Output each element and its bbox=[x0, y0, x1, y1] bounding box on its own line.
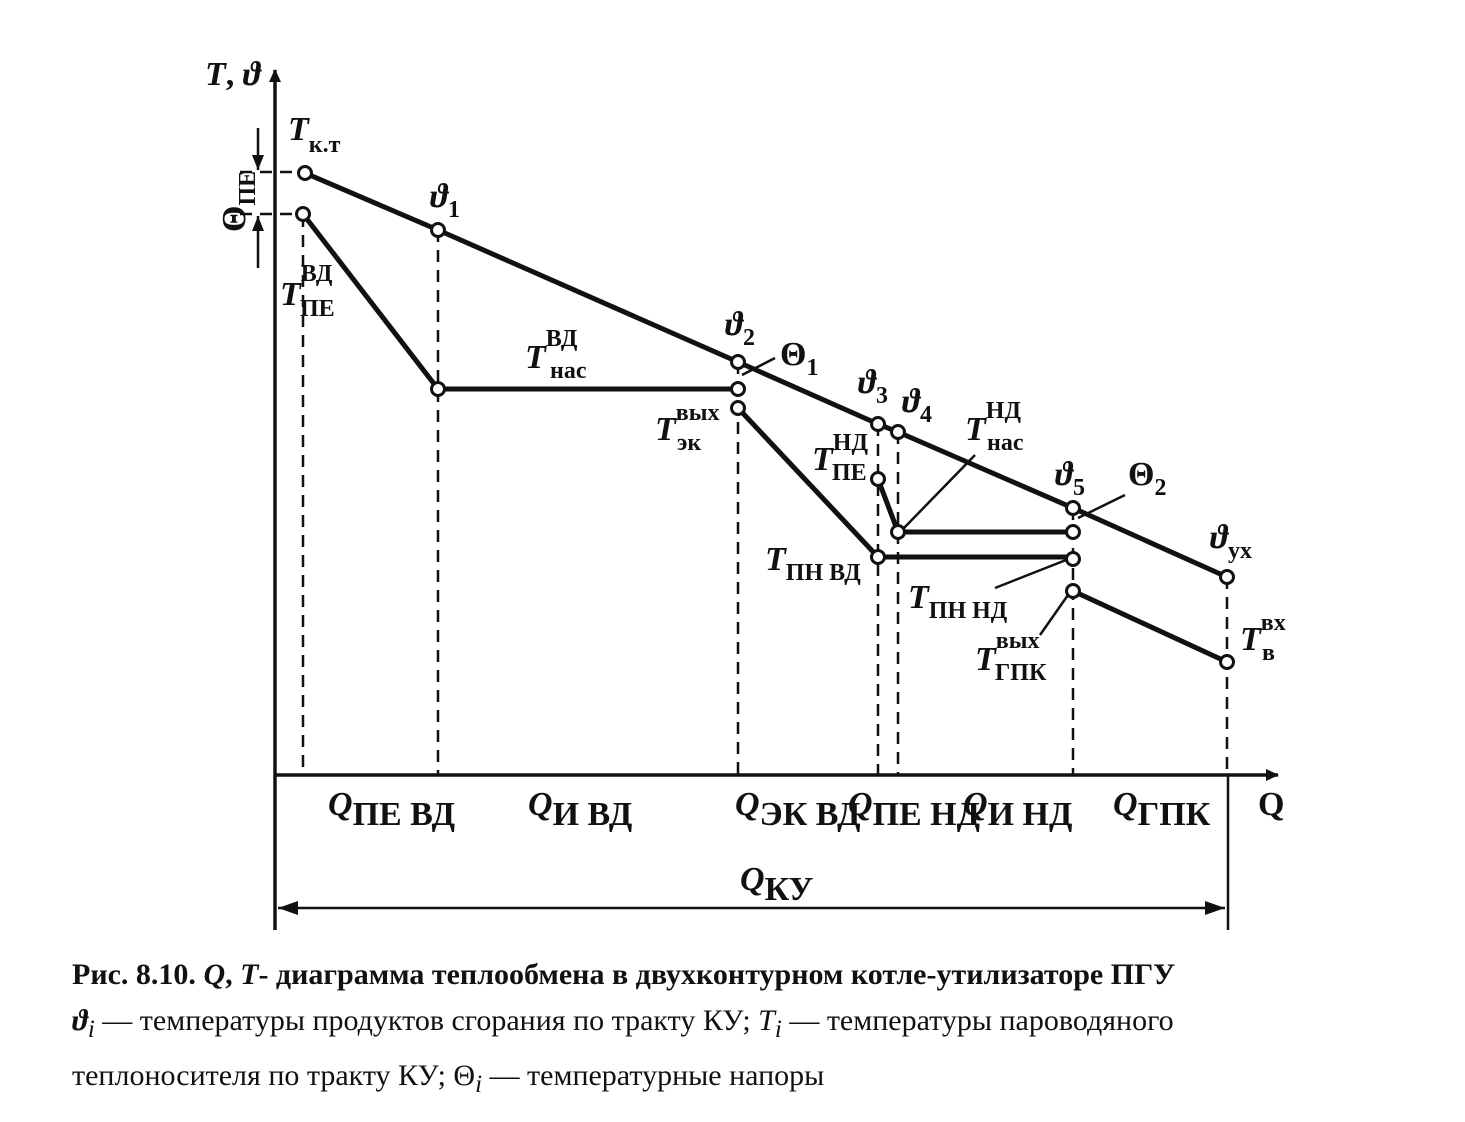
label-t-gpk-out: Tвых ГПК bbox=[975, 628, 1047, 686]
label-big-theta2: Θ2 bbox=[1128, 456, 1166, 501]
caption-line2-text1: — температуры продуктов сгорания по трак… bbox=[94, 1004, 759, 1037]
theta-pe-arrow-down bbox=[252, 155, 264, 170]
point-theta3 bbox=[870, 416, 886, 432]
label-theta2: ϑ2 bbox=[725, 306, 755, 351]
caption-theta-index: i bbox=[87, 1016, 95, 1043]
point-t-pn-vd bbox=[870, 549, 886, 565]
point-hp-evap-start bbox=[430, 381, 446, 397]
label-t-pe-vd: TВД ПЕ bbox=[280, 261, 335, 322]
label-t-nas-vd: TВД нас bbox=[525, 326, 587, 384]
section-q-i-vd: QИ ВД bbox=[528, 786, 632, 833]
point-t-gpk-out bbox=[1065, 583, 1081, 599]
section-q-gpk: QГПК bbox=[1113, 786, 1211, 833]
point-theta-ux bbox=[1219, 569, 1235, 585]
q-ku-arrowhead-right bbox=[1205, 901, 1225, 915]
caption-title-rest: - диаграмма теплообмена в двухконтурном … bbox=[258, 958, 1176, 991]
label-theta4: ϑ4 bbox=[902, 383, 932, 428]
x-axis-label: Q bbox=[1258, 786, 1284, 823]
caption-t: T bbox=[240, 958, 259, 991]
gpk-line bbox=[1070, 588, 1230, 665]
label-t-pn-nd: TПН НД bbox=[908, 579, 1008, 624]
theta-pe-arrow-up bbox=[252, 216, 264, 231]
label-theta5: ϑ5 bbox=[1055, 456, 1085, 501]
point-hp-evap-end bbox=[730, 381, 746, 397]
label-theta3: ϑ3 bbox=[858, 364, 888, 409]
caption-line3-text1: теплоносителя по тракту КУ; bbox=[72, 1059, 454, 1092]
caption-big-theta-index: i bbox=[475, 1071, 483, 1098]
label-q-ku: QКУ bbox=[740, 861, 814, 908]
point-t-ek-out bbox=[730, 400, 746, 416]
caption-line2-text2: — температуры пароводяного bbox=[781, 1004, 1174, 1037]
label-t-pe-nd: TНД ПЕ bbox=[812, 430, 868, 486]
qt-diagram: T, ϑ Q Tк.т ϑ1 TВД ПЕ TВД нас ϑ2 Θ1 Tвых эк… bbox=[205, 56, 1286, 930]
point-t-v-in bbox=[1219, 654, 1235, 670]
caption-line-2: ϑi — температуры продуктов сгорания по т… bbox=[72, 998, 1442, 1053]
label-t-ek-out: Tвых эк bbox=[655, 400, 719, 456]
label-theta-ux: ϑух bbox=[1210, 519, 1252, 564]
y-axis-label-sep: , bbox=[226, 56, 243, 93]
point-theta4 bbox=[890, 424, 906, 440]
leader-t-gpk bbox=[1038, 594, 1070, 636]
leader-theta2 bbox=[1077, 493, 1126, 520]
leader-t-nas-nd bbox=[901, 454, 976, 531]
figure-caption: Рис. 8.10. Q, T- диаграмма теплообмена в… bbox=[72, 952, 1442, 1108]
label-theta1: ϑ1 bbox=[430, 178, 460, 223]
point-t-nas-nd-start bbox=[890, 524, 906, 540]
label-t-nas-nd: TНД нас bbox=[965, 398, 1024, 456]
label-t-v-in: Tвх в bbox=[1240, 610, 1286, 666]
point-t-pe-nd bbox=[870, 471, 886, 487]
q-ku-arrowhead-left bbox=[278, 901, 298, 915]
caption-line-1: Рис. 8.10. Q, T- диаграмма теплообмена в… bbox=[72, 952, 1442, 998]
point-t-kt bbox=[297, 165, 313, 181]
label-t-kt: Tк.т bbox=[288, 111, 341, 158]
caption-big-theta-symbol: Θ bbox=[453, 1059, 476, 1092]
point-theta2 bbox=[730, 354, 746, 370]
caption-figure-number: Рис. 8.10. bbox=[72, 958, 204, 991]
section-q-ek-vd: QЭК ВД bbox=[735, 786, 861, 833]
caption-sep: , bbox=[225, 958, 241, 991]
hp-steam-water-line bbox=[300, 211, 741, 392]
caption-theta-symbol: ϑ bbox=[72, 1004, 88, 1037]
point-theta5 bbox=[1065, 500, 1081, 516]
section-q-i-nd: QИ НД bbox=[963, 786, 1072, 833]
section-q-pe-vd: QПЕ ВД bbox=[328, 786, 455, 833]
y-axis-label: T, ϑ bbox=[205, 56, 263, 93]
label-theta-pe: ΘПЕ bbox=[216, 171, 261, 232]
caption-t-index: i bbox=[774, 1016, 782, 1043]
y-axis-label-theta: ϑ bbox=[243, 56, 263, 93]
caption-q: Q bbox=[203, 958, 226, 991]
leader-t-pn-nd bbox=[994, 558, 1067, 590]
y-axis-label-t: T bbox=[205, 56, 227, 93]
caption-line3-text2: — температурные напоры bbox=[482, 1059, 825, 1092]
point-theta1 bbox=[430, 222, 446, 238]
point-t-pe-vd bbox=[295, 206, 311, 222]
label-t-pn-vd: TПН ВД bbox=[765, 541, 861, 586]
label-big-theta1: Θ1 bbox=[780, 336, 818, 381]
section-q-pe-nd: QПЕ НД bbox=[848, 786, 980, 833]
caption-t-symbol: T bbox=[758, 1004, 775, 1037]
point-t-pn-end bbox=[1065, 551, 1081, 567]
leader-theta1 bbox=[741, 356, 776, 377]
caption-line-3: теплоносителя по тракту КУ; Θi — темпера… bbox=[72, 1053, 1442, 1108]
point-t-nas-nd-end bbox=[1065, 524, 1081, 540]
